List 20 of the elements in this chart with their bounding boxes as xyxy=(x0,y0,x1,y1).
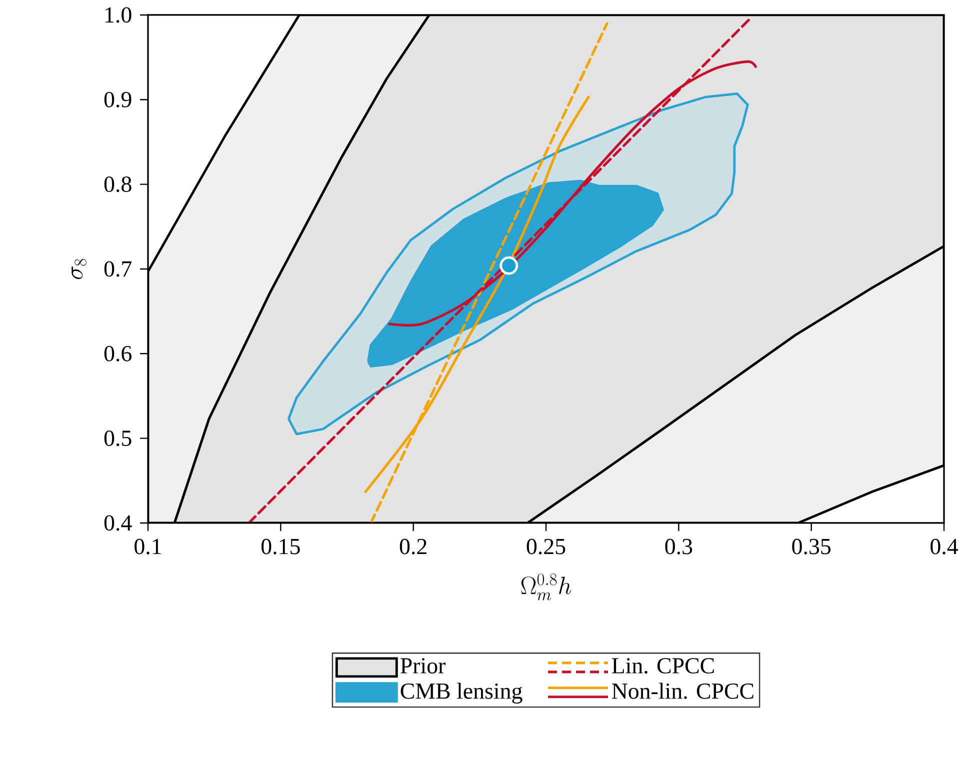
legend-label: CMB lensing xyxy=(400,682,522,704)
y-tick-label: 0.4 xyxy=(104,515,132,531)
y-tick-label: 0.6 xyxy=(104,346,132,362)
y-tick-label: 0.8 xyxy=(104,176,132,192)
y-tick-label: 1.0 xyxy=(106,7,132,23)
x-tick-label: 0.35 xyxy=(792,538,830,554)
x-tick-label: 0.15 xyxy=(262,538,300,554)
x-tick-label: 0.4 xyxy=(930,538,958,554)
x-axis-title: $\Omega_m^{0.8}h$ xyxy=(521,574,572,600)
y-tick-label: 0.7 xyxy=(104,261,132,277)
x-tick-label: 0.2 xyxy=(400,538,426,554)
y-tick-label: 0.9 xyxy=(104,92,132,108)
legend-label: Lin. CPCC xyxy=(612,658,714,674)
x-tick-label: 0.25 xyxy=(526,538,566,554)
x-tick-label: 0.3 xyxy=(665,538,692,554)
y-tick-label: 0.5 xyxy=(104,430,132,446)
legend-label: Non-lin. CPCC xyxy=(612,682,754,699)
legend-label: Prior xyxy=(400,658,446,674)
y-axis-title: $\sigma_8$ xyxy=(72,258,86,280)
x-tick-label: 0.1 xyxy=(134,538,161,554)
